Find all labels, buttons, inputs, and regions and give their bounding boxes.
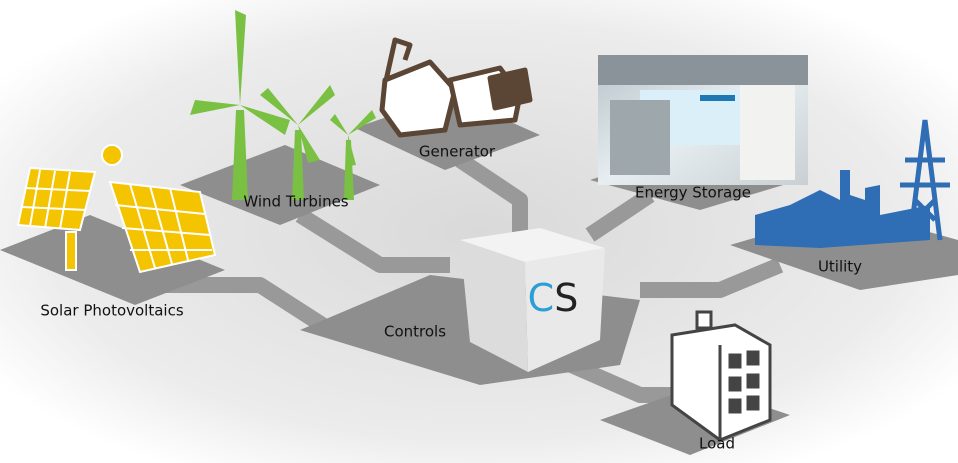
logo: CS [528,276,579,320]
node-label: Energy Storage [635,184,751,202]
node-label: Utility [818,258,862,276]
logo-c: C [528,276,555,320]
node-label: Generator [419,143,496,161]
node-label: Wind Turbines [243,193,348,211]
sun [102,145,122,165]
panel-stand [66,232,76,270]
storage-photo [598,55,808,185]
node-label: Controls [384,323,446,341]
node-label: Load [699,435,735,453]
diagram: CS Solar Photovoltaics Wind Turbines Gen… [0,0,958,463]
node-label: Solar Photovoltaics [40,302,183,320]
logo-s: S [554,276,578,320]
